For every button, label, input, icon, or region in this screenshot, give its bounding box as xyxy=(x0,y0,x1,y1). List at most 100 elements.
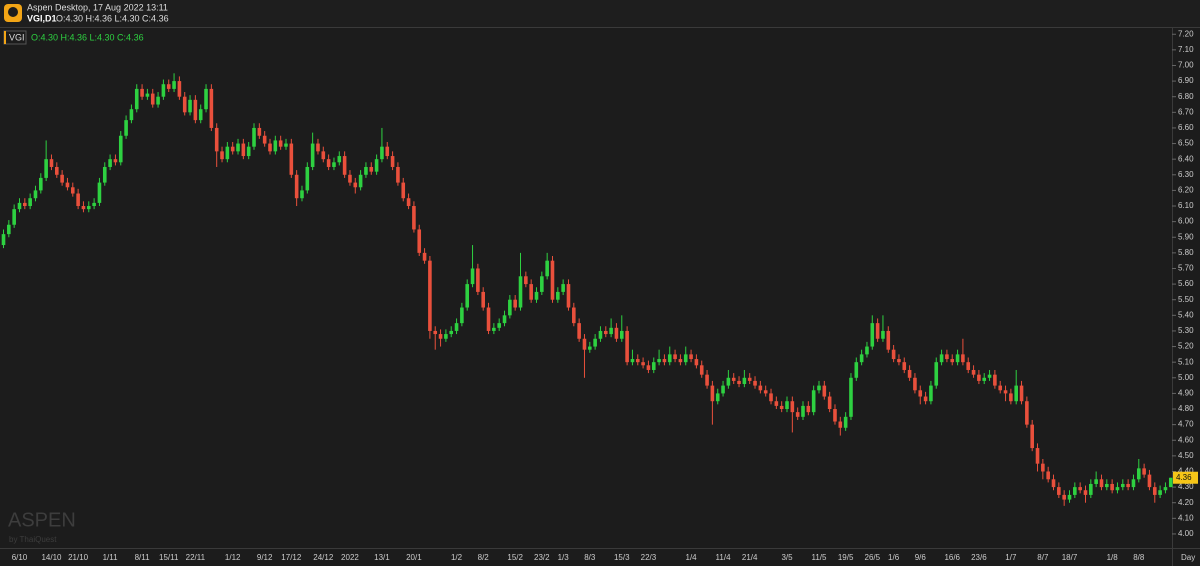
candle-body xyxy=(806,405,811,413)
candle-body xyxy=(268,143,272,152)
candle-body xyxy=(1019,385,1024,402)
x-tick-label: 1/12 xyxy=(225,553,241,562)
ohlc-header: O:4.30 H:4.36 L:4.30 C:4.36 xyxy=(56,13,169,23)
candle-body xyxy=(1105,483,1109,488)
y-tick-label: 4.80 xyxy=(1178,404,1194,413)
candle-body xyxy=(492,327,496,331)
y-tick-label: 4.00 xyxy=(1178,529,1194,538)
candle-body xyxy=(326,159,331,167)
candle-body xyxy=(721,385,725,394)
candle-body xyxy=(12,209,16,225)
x-tick-label: 11/4 xyxy=(716,553,732,562)
candle-body xyxy=(1062,494,1066,500)
candle-body xyxy=(678,359,683,363)
x-tick-label: 8/7 xyxy=(1037,553,1049,562)
candle-body xyxy=(23,202,27,207)
candle-body xyxy=(795,412,800,417)
x-tick-label: 1/8 xyxy=(1107,553,1119,562)
x-tick-label: 26/5 xyxy=(865,553,881,562)
candle-body xyxy=(588,346,592,350)
candle-body xyxy=(577,323,581,339)
candle-body xyxy=(1115,487,1120,491)
candle-body xyxy=(790,401,795,413)
candle-body xyxy=(1014,385,1018,402)
candle-body xyxy=(854,362,859,378)
y-tick-label: 6.30 xyxy=(1178,170,1194,179)
candle-body xyxy=(817,385,821,391)
x-tick-label: 17/12 xyxy=(281,553,302,562)
candle-body xyxy=(225,146,230,160)
candle-body xyxy=(705,374,709,386)
candle-body xyxy=(332,162,336,167)
candle-body xyxy=(289,143,294,175)
y-tick-label: 5.30 xyxy=(1178,326,1194,335)
candle-body xyxy=(897,359,901,363)
y-tick-label: 5.50 xyxy=(1178,295,1194,304)
last-price-box xyxy=(1173,471,1198,484)
candle-body xyxy=(689,354,693,360)
candle-body xyxy=(342,156,347,175)
candle-body xyxy=(518,276,523,308)
candle-body xyxy=(246,146,251,157)
candle-body xyxy=(566,284,571,308)
candle-body xyxy=(300,190,304,199)
candle-body xyxy=(891,349,896,360)
candle-body xyxy=(1136,468,1141,480)
candle-body xyxy=(955,354,960,363)
x-tick-label: 22/11 xyxy=(186,553,206,562)
candle-body xyxy=(134,88,139,110)
ohlc-legend: O:4.30 H:4.36 L:4.30 C:4.36 xyxy=(31,32,144,42)
candle-body xyxy=(220,151,224,160)
y-tick-label: 6.50 xyxy=(1178,139,1194,148)
candle-body xyxy=(699,365,704,375)
candle-body xyxy=(294,174,299,199)
candle-body xyxy=(305,166,310,191)
candle-body xyxy=(124,120,128,136)
candle-body xyxy=(662,359,667,363)
symbol-timeframe: VGI,D1 xyxy=(27,13,57,23)
y-tick-label: 4.30 xyxy=(1178,482,1194,491)
x-tick-label: 15/11 xyxy=(159,553,179,562)
candle-body xyxy=(486,307,491,331)
candle-body xyxy=(987,374,992,378)
candle-body xyxy=(428,260,432,331)
y-tick-label: 7.10 xyxy=(1178,45,1194,54)
candle-body xyxy=(811,390,816,413)
candle-body xyxy=(316,143,320,152)
candle-body xyxy=(593,338,597,347)
candle-body xyxy=(1078,487,1082,491)
header-bar xyxy=(0,0,1200,27)
candle-body xyxy=(945,354,949,360)
candle-body xyxy=(422,252,427,261)
candle-body xyxy=(364,166,368,175)
candle-body xyxy=(982,377,987,381)
candle-body xyxy=(694,359,699,366)
candle-body xyxy=(779,405,784,410)
candle-body xyxy=(433,330,438,335)
candle-body xyxy=(774,401,779,406)
candle-body xyxy=(188,99,192,113)
y-tick-label: 4.20 xyxy=(1178,498,1194,507)
x-tick-label: 9/12 xyxy=(257,553,273,562)
candle-body xyxy=(236,143,240,152)
candle-body xyxy=(1046,471,1050,480)
candle-body xyxy=(257,127,262,136)
candle-body xyxy=(97,182,102,203)
candle-body xyxy=(1009,393,1013,402)
candle-body xyxy=(438,334,443,339)
candle-body xyxy=(524,276,528,285)
candle-body xyxy=(449,330,454,335)
candle-body xyxy=(785,401,789,410)
candle-body xyxy=(369,166,374,172)
y-tick-label: 5.20 xyxy=(1178,342,1194,351)
candle-body xyxy=(1057,487,1061,495)
candle-body xyxy=(204,88,208,110)
candle-body xyxy=(843,416,848,428)
y-tick-label: 5.80 xyxy=(1178,248,1194,257)
last-price-label: 4.36 xyxy=(1176,473,1192,482)
candle-body xyxy=(763,390,768,394)
candle-body xyxy=(214,127,219,152)
